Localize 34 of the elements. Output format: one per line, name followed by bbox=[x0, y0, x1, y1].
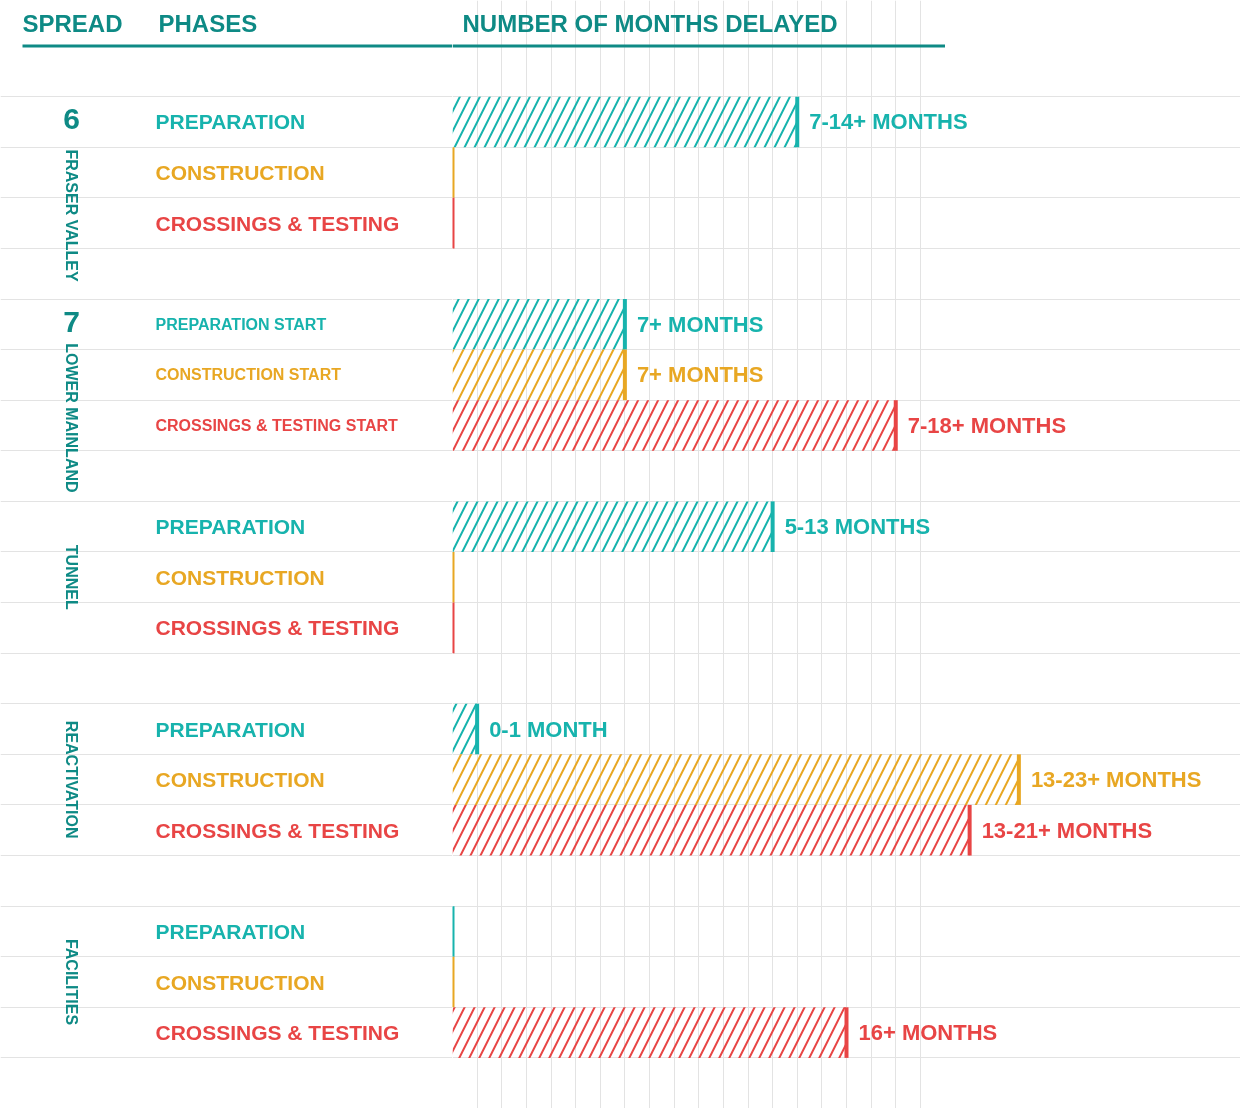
data-label: 7-18+ MONTHS bbox=[907, 412, 1067, 438]
y-tick-label: CONSTRUCTION START bbox=[155, 366, 342, 384]
text: SPREAD bbox=[22, 9, 123, 37]
text: TUNNEL bbox=[63, 544, 80, 610]
y-tick-label: CONSTRUCTION bbox=[155, 161, 325, 185]
x-axis-title: NUMBER OF MONTHS DELAYED bbox=[462, 9, 838, 37]
y-tick-label: PREPARATION bbox=[155, 110, 306, 134]
y-tick-label: CROSSINGS & TESTING bbox=[155, 818, 400, 842]
text: 7 bbox=[63, 304, 80, 338]
data-label: 7+ MONTHS bbox=[636, 362, 764, 388]
y-tick-label: PREPARATION bbox=[155, 717, 306, 741]
data-label: 7-14+ MONTHS bbox=[809, 109, 968, 135]
data-label: 5-13 MONTHS bbox=[784, 514, 931, 540]
data-label: 16+ MONTHS bbox=[858, 1020, 998, 1046]
text: REACTIVATION bbox=[63, 720, 80, 839]
data-label: 13-21+ MONTHS bbox=[981, 817, 1153, 843]
y-tick-label: CONSTRUCTION bbox=[155, 768, 325, 792]
y-tick-label: PREPARATION bbox=[155, 919, 306, 943]
y-tick-label: CROSSINGS & TESTING START bbox=[155, 416, 399, 434]
text: LOWER MAINLAND bbox=[63, 343, 80, 493]
y-tick-label: PREPARATION START bbox=[155, 315, 327, 333]
text: FRASER VALLEY bbox=[63, 149, 80, 282]
data-label: 13-23+ MONTHS bbox=[1030, 767, 1202, 793]
y-tick-label: CONSTRUCTION bbox=[155, 565, 325, 589]
data-label: 7+ MONTHS bbox=[636, 311, 764, 337]
y-tick-label: PREPARATION bbox=[155, 515, 306, 539]
text: FACILITIES bbox=[63, 938, 80, 1026]
y-tick-label: CROSSINGS & TESTING bbox=[155, 1021, 400, 1045]
text: 6 bbox=[63, 102, 80, 136]
text: PHASES bbox=[158, 9, 258, 37]
y-tick-label: CROSSINGS & TESTING bbox=[155, 211, 400, 235]
y-tick-label: CROSSINGS & TESTING bbox=[155, 616, 400, 640]
y-tick-label: CONSTRUCTION bbox=[155, 970, 325, 994]
data-label: 0-1 MONTH bbox=[489, 716, 608, 742]
